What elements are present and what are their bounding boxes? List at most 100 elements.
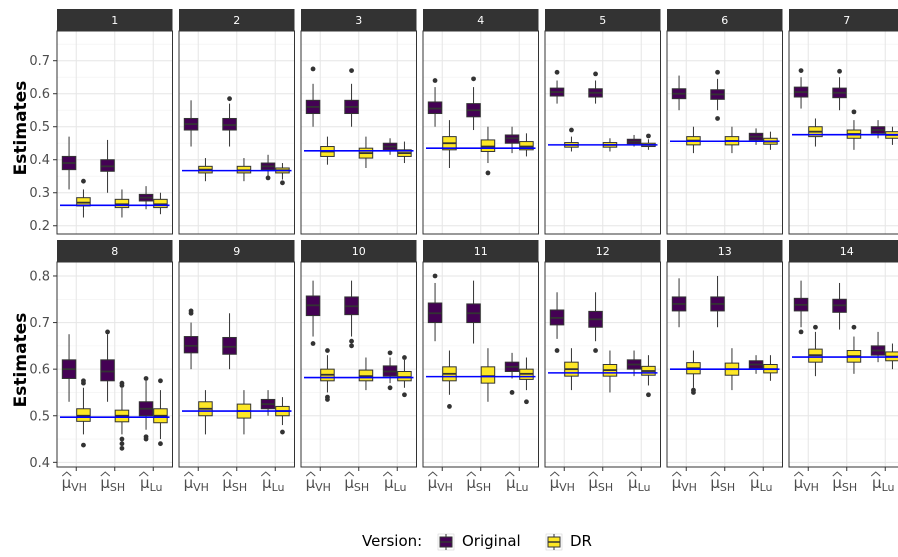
x-tick-label: μVH [306, 474, 331, 494]
x-tick-label: μLu [750, 474, 772, 494]
outlier-point [280, 180, 285, 186]
facet-strip [789, 9, 898, 31]
box-VH-original [549, 292, 565, 353]
outlier-point [402, 355, 407, 360]
outlier-point [349, 68, 354, 74]
panels-layer: 0.20.30.40.50.60.70.40.50.60.70.81 2 3 4 5 6 7… [29, 9, 898, 494]
x-tick-hat [222, 471, 233, 477]
facet-strip-label: 9 [233, 245, 240, 258]
facet-strip [57, 240, 173, 262]
box-Lu-dr [153, 192, 168, 215]
box-VH-original [183, 308, 199, 370]
y-axis-title-bottom: Estimates [11, 313, 31, 408]
outlier-point [509, 390, 515, 395]
x-tick-label: μLu [872, 474, 894, 494]
facet-strip-label: 2 [233, 14, 240, 27]
x-tick-hat [183, 471, 194, 477]
x-tick-hat [549, 471, 560, 477]
y-tick-label: 0.2 [29, 219, 50, 234]
box-Lu-dr [641, 355, 656, 398]
outlier-point [432, 273, 438, 279]
box-SH-dr [114, 189, 130, 218]
outlier-point [646, 133, 651, 139]
box-VH-dr [808, 324, 823, 377]
outlier-point [119, 441, 125, 447]
facet-strip [423, 240, 539, 262]
box-Lu-dr [397, 141, 412, 164]
panel-border [422, 30, 539, 235]
outlier-point [554, 348, 560, 353]
box-Lu-original [748, 355, 764, 374]
facet-strip [667, 240, 783, 262]
outlier-point [280, 429, 285, 435]
outlier-point [387, 350, 393, 356]
x-tick-label: μVH [428, 474, 453, 494]
outlier-point [813, 324, 818, 330]
outlier-point [81, 442, 86, 448]
outlier-point [349, 338, 354, 344]
x-tick-label: μSH [100, 474, 125, 494]
facet-strip [545, 9, 661, 31]
y-tick-label: 0.4 [29, 153, 50, 168]
outlier-point [554, 69, 560, 75]
legend-label-original: Original [462, 532, 521, 550]
facet-panel-12: 12 μVH μSH μLu [544, 240, 661, 494]
facet-strip-label: 13 [718, 245, 732, 258]
facet-strip-label: 6 [721, 14, 728, 27]
box-VH-original [305, 280, 321, 346]
outlier-point [81, 178, 86, 184]
y-axis-title-top: Estimates [11, 81, 31, 176]
facet-panel-10: 10 μVH μSH μLu [300, 240, 417, 494]
outlier-point [471, 76, 476, 82]
facet-strip [301, 240, 417, 262]
outlier-point [325, 348, 330, 353]
box-SH-original [222, 313, 237, 370]
panel-border [544, 30, 661, 235]
box-VH-original [793, 68, 809, 109]
x-tick-label: μLu [506, 474, 528, 494]
box-SH-dr [602, 350, 618, 393]
box-SH-original [100, 139, 115, 193]
x-tick-hat [504, 471, 515, 477]
outlier-point [325, 397, 330, 402]
x-tick-label: μVH [794, 474, 819, 494]
facet-panel-5: 5 [544, 9, 661, 235]
box-SH-original [466, 76, 481, 131]
legend-swatch-dr [547, 534, 561, 550]
x-tick-hat [260, 471, 271, 477]
facet-strip [179, 9, 295, 31]
box-SH-dr [480, 126, 496, 176]
x-tick-label: μSH [588, 474, 613, 494]
legend-label-dr: DR [570, 532, 592, 550]
x-tick-hat [61, 471, 72, 477]
box-body [397, 370, 412, 382]
box-Lu-original [138, 376, 154, 442]
x-tick-label: μVH [62, 474, 87, 494]
x-tick-hat [466, 471, 477, 477]
outlier-point [81, 378, 86, 384]
outlier-point [349, 343, 354, 349]
box-body [480, 366, 496, 384]
facet-strip [423, 9, 539, 31]
facet-strip-label: 3 [355, 14, 362, 27]
facet-strip [667, 9, 783, 31]
box-SH-original [100, 329, 115, 402]
box-VH-original [427, 78, 443, 127]
x-tick-label: μVH [550, 474, 575, 494]
box-VH-original [793, 280, 809, 335]
box-VH-original [61, 334, 77, 402]
outlier-point [265, 175, 271, 181]
outlier-point [715, 116, 720, 121]
outlier-point [188, 310, 194, 316]
box-VH-original [671, 75, 687, 111]
y-tick-label: 0.5 [29, 120, 50, 135]
box-Lu-original [382, 138, 398, 155]
box-VH-original [427, 273, 443, 342]
x-tick-label: μSH [832, 474, 857, 494]
box-SH-dr [114, 380, 130, 451]
box-VH-dr [76, 378, 91, 448]
outlier-point [402, 392, 407, 398]
facet-strip-label: 7 [843, 14, 850, 27]
facet-panel-11: 11 μVH μSH μLu [422, 240, 539, 494]
